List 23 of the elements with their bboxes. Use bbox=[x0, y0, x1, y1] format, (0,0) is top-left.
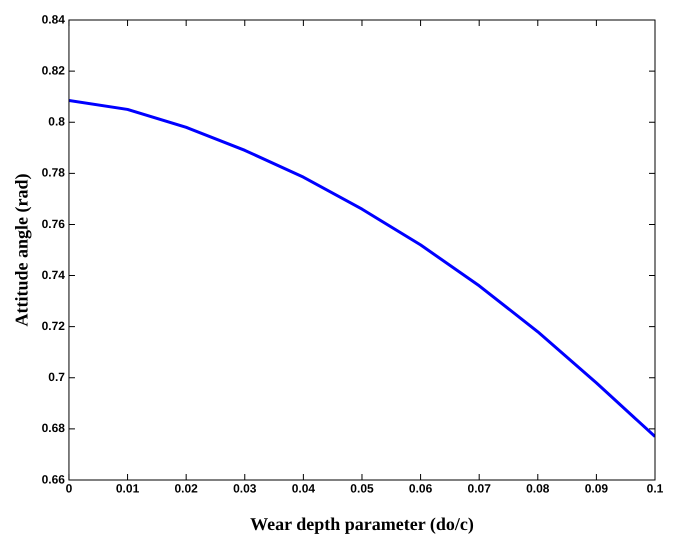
x-tick-label: 0.07 bbox=[468, 482, 492, 496]
y-axis-title: Attitude angle (rad) bbox=[11, 174, 32, 326]
x-tick-label: 0.05 bbox=[350, 482, 374, 496]
x-tick-label: 0.06 bbox=[408, 482, 433, 496]
x-tick-label: 0.01 bbox=[116, 482, 140, 496]
x-tick-label: 0.03 bbox=[233, 482, 257, 496]
y-tick-label: 0.82 bbox=[42, 63, 66, 78]
y-tick-label: 0.68 bbox=[42, 421, 66, 436]
x-axis-title: Wear depth parameter (do/c) bbox=[250, 514, 474, 534]
x-tick-label: 0.1 bbox=[646, 482, 664, 496]
y-tick-label: 0.7 bbox=[48, 370, 66, 384]
x-tick-label: 0 bbox=[66, 482, 73, 496]
y-tick-label: 0.84 bbox=[42, 12, 66, 26]
x-tick-label: 0.08 bbox=[526, 482, 550, 496]
y-tick-label: 0.66 bbox=[42, 472, 66, 486]
y-tick-label: 0.8 bbox=[48, 114, 66, 129]
y-tick-label: 0.78 bbox=[42, 166, 66, 180]
y-tick-label: 0.76 bbox=[42, 216, 66, 231]
x-tick-label: 0.02 bbox=[174, 482, 198, 496]
x-tick-label: 0.04 bbox=[292, 482, 316, 496]
y-tick-label: 0.72 bbox=[42, 318, 66, 333]
y-tick-label: 0.74 bbox=[42, 268, 66, 282]
x-tick-label: 0.09 bbox=[584, 482, 608, 496]
